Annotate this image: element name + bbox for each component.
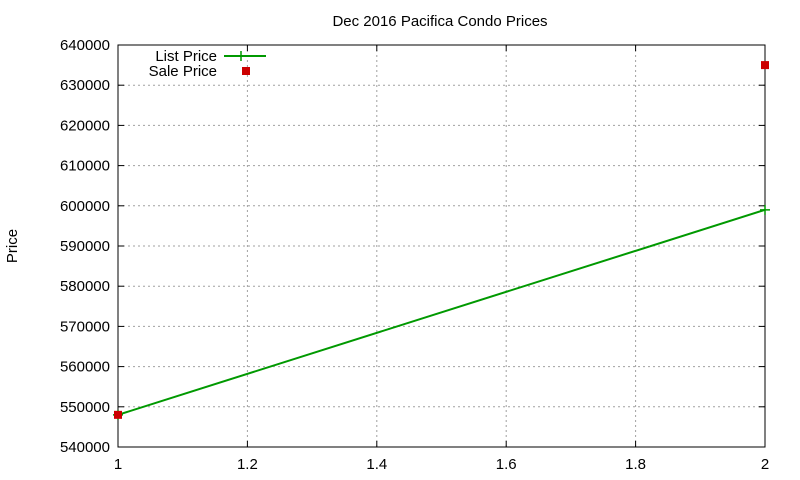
data-point-sale-price: [761, 61, 769, 70]
data-point-list-price: [760, 204, 770, 215]
y-axis-label: Price: [4, 229, 21, 263]
y-tick-label: 570000: [60, 318, 110, 335]
data-point-sale-price: [114, 410, 122, 419]
chart-title: Dec 2016 Pacifica Condo Prices: [332, 13, 547, 30]
y-tick-label: 540000: [60, 439, 110, 456]
x-tick-label: 1.2: [237, 456, 258, 473]
legend: List Price Sale Price: [149, 48, 266, 80]
gridlines: [118, 45, 765, 447]
x-tick-label: 1: [114, 456, 122, 473]
legend-marker-list-price: [236, 51, 246, 61]
y-tick-label: 580000: [60, 278, 110, 295]
plot-frame: [117, 44, 766, 448]
legend-marker-sale-price: [242, 67, 250, 75]
y-tick-label: 600000: [60, 198, 110, 215]
x-tick-label: 1.6: [496, 456, 517, 473]
y-tick-label: 630000: [60, 77, 110, 94]
legend-label-list-price: List Price: [155, 48, 217, 65]
y-tick-label: 620000: [60, 117, 110, 134]
data-marks: [113, 61, 770, 420]
y-tick-label: 610000: [60, 158, 110, 175]
x-tick-label: 2: [761, 456, 769, 473]
legend-label-sale-price: Sale Price: [149, 63, 217, 80]
y-tick-label: 560000: [60, 359, 110, 376]
y-tick-label: 640000: [60, 37, 110, 54]
axis-ticks: 1 1.2 1.4 1.6 1.8 2 540000 550000 560000 570000 58…: [60, 37, 769, 473]
x-tick-label: 1.4: [366, 456, 387, 473]
series-line-list-price: [117, 208, 766, 416]
x-tick-label: 1.8: [625, 456, 646, 473]
y-tick-label: 590000: [60, 238, 110, 255]
y-tick-label: 550000: [60, 399, 110, 416]
